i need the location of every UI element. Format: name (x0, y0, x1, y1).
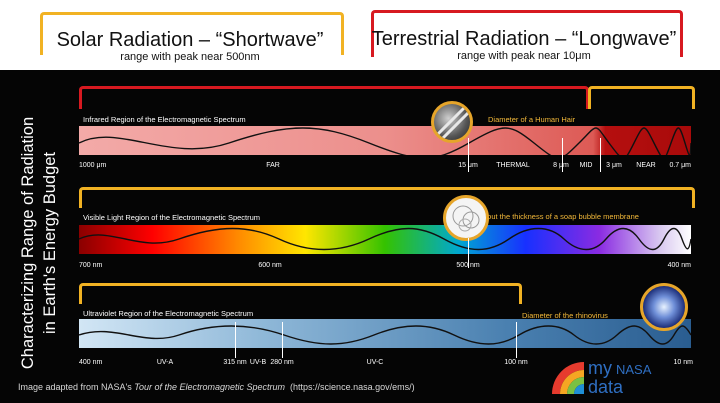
terrestrial-title: Terrestrial Radiation – “Longwave” (371, 28, 677, 50)
tick-500nm (468, 238, 469, 268)
tick-label-07um: 0.7 μm (669, 162, 691, 169)
terrestrial-subtitle: range with peak near 10μm (457, 50, 591, 62)
tick-label-400nm-visible: 400 nm (667, 262, 691, 269)
solar-title: Solar Radiation – “Shortwave” (56, 29, 324, 51)
terrestrial-bracket-top (371, 10, 683, 57)
ultraviolet-band (79, 319, 691, 348)
tick-label-mid: MID (579, 162, 593, 169)
source-credit-prefix: Image adapted from NASA's (18, 382, 135, 392)
tick-label-700nm: 700 nm (79, 262, 103, 269)
tick-315nm (235, 322, 236, 358)
tick-15um (468, 138, 469, 172)
tick-label-far: FAR (266, 162, 280, 169)
solar-bracket-top (40, 12, 344, 55)
tick-label-1000um: 1000 μm (79, 162, 107, 169)
rhinovirus-image (640, 283, 688, 331)
tick-label-500nm: 500 nm (456, 262, 480, 269)
logo-my: my (588, 358, 612, 378)
solar-subtitle: range with peak near 500nm (120, 51, 260, 63)
terrestrial-title-block: Terrestrial Radiation – “Longwave” range… (371, 28, 677, 63)
tick-label-400nm-uv: 400 nm (79, 359, 103, 366)
source-credit: Image adapted from NASA's Tour of the El… (18, 382, 415, 392)
tick-label-280nm: 280 nm (270, 359, 294, 366)
tick-label-near: NEAR (636, 162, 656, 169)
infrared-band (79, 126, 691, 155)
tick-8um (562, 138, 563, 172)
side-title: Characterizing Range of Radiation in Ear… (9, 112, 69, 374)
tick-label-100nm: 100 nm (504, 359, 528, 366)
source-credit-title: Tour of the Electromagnetic Spectrum (134, 382, 286, 392)
side-title-line2: in Earth's Energy Budget (41, 152, 59, 334)
tick-label-600nm: 600 nm (258, 262, 282, 269)
solar-bracket-ultraviolet (79, 283, 522, 304)
visible-wave (79, 227, 691, 251)
tick-label-uvb: UV-B (249, 359, 267, 366)
tick-label-uvc: UV-C (366, 359, 384, 366)
tick-label-uva: UV-A (156, 359, 174, 366)
logo-data: data (588, 377, 624, 397)
infrared-wave (79, 127, 691, 155)
visible-band (79, 225, 691, 254)
tick-label-thermal: THERMAL (496, 162, 530, 169)
ultraviolet-wave (79, 325, 691, 345)
tick-label-15um: 15 μm (458, 162, 478, 169)
infrared-annotation: Diameter of a Human Hair (488, 115, 576, 124)
solar-bracket-visible (79, 187, 695, 208)
tick-label-8um: 8 μm (553, 162, 569, 169)
tick-3um (600, 138, 601, 172)
tick-280nm (282, 322, 283, 358)
source-credit-url[interactable]: (https://science.nasa.gov/ems/) (290, 382, 415, 392)
visible-annotation: About the thickness of a soap bubble mem… (478, 212, 639, 221)
tick-label-315nm: 315 nm (223, 359, 247, 366)
tick-100nm (516, 322, 517, 358)
ultraviolet-label: Ultraviolet Region of the Electromagneti… (83, 309, 254, 318)
soap-bubble-image (443, 195, 489, 241)
my-nasa-data-logo: my NASA data (548, 354, 698, 398)
human-hair-image (431, 101, 473, 143)
terrestrial-bracket-infrared (79, 86, 589, 109)
infrared-label: Infrared Region of the Electromagnetic S… (83, 115, 246, 124)
tick-label-3um: 3 μm (606, 162, 622, 169)
solar-bracket-infrared (588, 86, 695, 109)
solar-title-block: Solar Radiation – “Shortwave” range with… (42, 29, 338, 64)
side-title-line1: Characterizing Range of Radiation (19, 117, 37, 369)
tick-label-10nm: 10 nm (673, 359, 693, 366)
logo-nasa: NASA (616, 362, 652, 377)
visible-label: Visible Light Region of the Electromagne… (83, 213, 261, 222)
ultraviolet-annotation: Diameter of the rhinovirus (522, 311, 608, 320)
